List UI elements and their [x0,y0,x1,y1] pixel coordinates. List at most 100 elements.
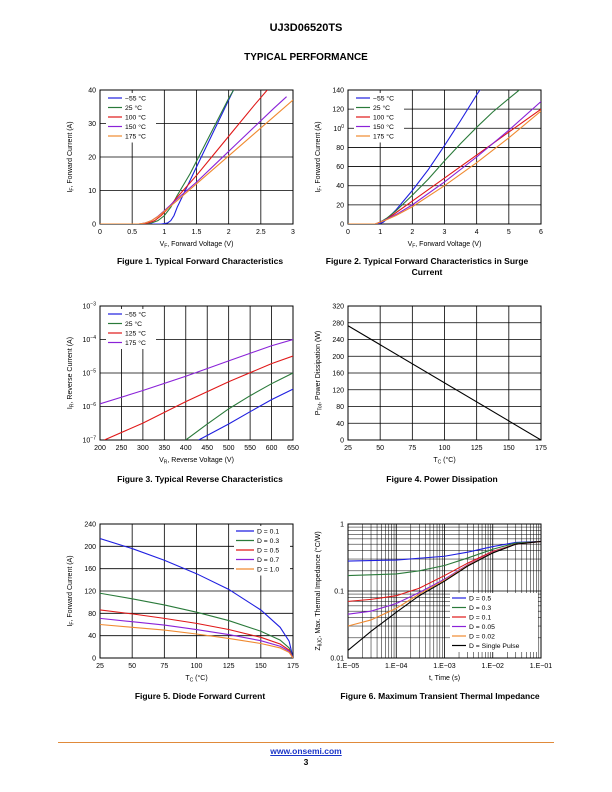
x-tick-label: 300 [137,445,149,452]
x-tick-label: 3 [291,229,295,236]
footer-website-link[interactable]: www.onsemi.com [270,746,342,756]
x-axis-label: TC (°C) [185,674,207,684]
x-tick-label: 550 [244,445,256,452]
y-axis-label: IR, Reverse Current (A) [67,337,76,409]
legend-box [234,526,290,576]
series-line-1 [348,540,541,577]
series-line-1 [100,592,293,658]
legend-label: 125 °C [125,330,146,338]
x-tick-label: 2.5 [256,229,266,236]
x-tick-label: 175 [535,445,547,452]
legend-label: D = 1.0 [257,567,279,574]
series-line-0 [348,325,541,440]
y-tick-label: 60 [336,164,344,171]
y-tick-label: 240 [332,337,344,344]
y-axis-label: IF, Forward Current (A) [67,555,76,626]
y-tick-label: 10−4 [83,335,97,344]
x-tick-label: 1 [378,229,382,236]
series-line-0 [198,388,293,440]
y-tick-label: 40 [336,183,344,190]
legend-label: D = Single Pulse [469,643,520,650]
x-tick-label: 450 [201,445,213,452]
legend-label: 100 °C [125,114,146,122]
x-tick-label: 1.E−03 [433,663,455,670]
y-tick-label: 0 [92,656,96,663]
figure-2-caption: Figure 2. Typical Forward Characteristic… [325,256,529,277]
x-tick-label: 4 [475,229,479,236]
legend-label: D = 0.05 [469,624,495,631]
series-line-2 [100,609,293,658]
y-tick-label: 120 [332,107,344,114]
x-axis-label: VR, Reverse Voltage (V) [159,457,234,466]
y-axis-label: IF, Forward Current (A) [315,121,324,192]
y-tick-label: 40 [336,421,344,428]
y-tick-label: 160 [84,566,96,573]
legend-label: 150 °C [373,123,394,131]
y-tick-label: 120 [84,589,96,596]
x-tick-label: 1 [162,229,166,236]
series-line-2 [104,355,293,440]
series-line-4 [100,99,293,224]
y-tick-label: 10−7 [83,436,97,445]
series-line-3 [100,617,293,658]
x-tick-label: 100 [439,445,451,452]
y-axis-label: PTot, Power Dissipation (W) [315,331,324,415]
x-tick-label: 175 [287,663,299,670]
y-tick-label: 160 [332,371,344,378]
x-tick-label: 400 [180,445,192,452]
y-tick-label: 40 [88,633,96,640]
y-tick-label: 0 [340,222,344,229]
series-line-4 [100,623,293,658]
legend-label: 150 °C [125,123,146,131]
figure-3-caption: Figure 3. Typical Reverse Characteristic… [117,474,283,484]
y-tick-label: 40 [88,88,96,95]
x-tick-label: 50 [376,445,384,452]
x-tick-label: 1.E−04 [385,663,407,670]
legend-label: D = 0.5 [469,596,491,603]
x-tick-label: 650 [287,445,299,452]
x-tick-label: 2 [227,229,231,236]
series-line-1 [185,372,293,440]
series-line-0 [348,540,541,562]
chart-group: 200 250 300 350 400 450 500 550 600 650 10−7 10−6 10… [67,302,299,466]
legend-label: 100 °C [373,114,394,122]
figure-1-caption: Figure 1. Typical Forward Characteristic… [116,256,284,266]
series-line-4 [348,110,541,224]
y-tick-label: 10 [88,188,96,195]
page-number: 3 [303,757,309,767]
y-tick-label: 0.01 [330,656,344,663]
chart-group: 25 50 75 100 125 150 175 0 40 80 120 160 200 240 D = 0… [67,522,299,684]
legend-label: D = 0.1 [257,529,279,536]
y-tick-label: 120 [332,387,344,394]
y-tick-label: 100 [333,124,344,133]
x-axis-label: t, Time (s) [429,675,460,682]
x-tick-label: 6 [539,229,543,236]
x-axis-label: VF, Forward Voltage (V) [408,241,482,250]
legend-label: −55 °C [373,95,394,103]
y-tick-label: 0 [340,438,344,445]
x-axis-label: VF, Forward Voltage (V) [160,241,234,250]
x-tick-label: 1.E−02 [482,663,504,670]
y-axis-label: IF, Forward Current (A) [67,121,76,192]
x-tick-label: 0 [98,229,102,236]
plot-frame [347,305,542,441]
y-tick-label: 320 [332,304,344,311]
x-tick-label: 0 [346,229,350,236]
series-line-3 [100,338,293,405]
legend-box [450,593,538,652]
legend-label: −55 °C [125,95,146,103]
series-line-0 [100,537,293,658]
x-tick-label: 250 [116,445,128,452]
x-tick-label: 75 [160,663,168,670]
legend-label: −55 °C [125,311,146,319]
x-tick-label: 600 [266,445,278,452]
part-number-title: UJ3D06520TS [269,22,343,34]
y-tick-label: 80 [336,145,344,152]
legend-label: 175 °C [373,133,394,141]
y-tick-label: 200 [84,544,96,551]
